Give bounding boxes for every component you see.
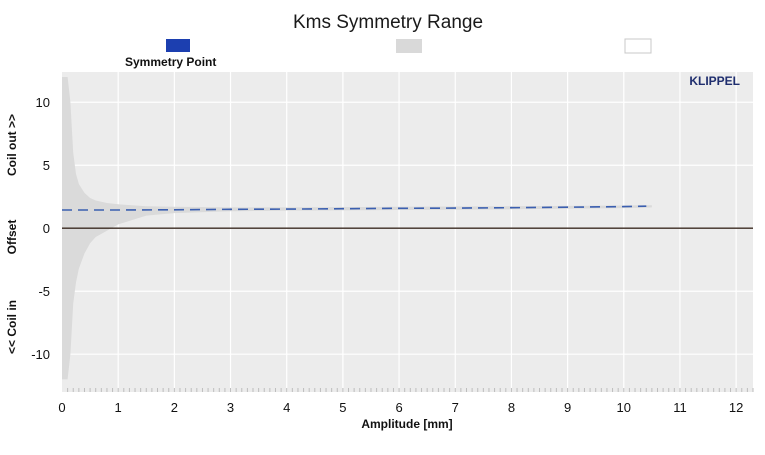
y-tick-label: 10 [36,95,50,110]
y-axis-label-offset: Offset [5,220,19,255]
x-tick-label: 6 [395,400,402,415]
x-tick-label: 2 [171,400,178,415]
x-tick-label: 3 [227,400,234,415]
y-axis-label-coil-out: Coil out >> [5,114,19,176]
x-tick-label: 5 [339,400,346,415]
legend-swatch-symmetry-point [166,39,190,52]
x-tick-label: 9 [564,400,571,415]
x-tick-label: 11 [673,400,687,415]
x-tick-label: 1 [115,400,122,415]
x-tick-label: 8 [508,400,515,415]
minor-tick-marks [67,388,754,392]
legend-swatch-empty [624,38,652,54]
legend-swatch-range [396,39,422,53]
x-tick-label: 10 [617,400,631,415]
x-tick-label: 12 [729,400,743,415]
x-tick-label: 7 [452,400,459,415]
x-axis-label: Amplitude [mm] [361,417,452,431]
y-tick-label: -5 [38,284,50,299]
x-tick-labels: 0 1 2 3 4 5 6 7 8 9 10 11 12 [58,400,743,415]
plot-area [62,72,753,392]
y-axis-label-coil-in: << Coil in [5,300,19,354]
brand-logo-text: KLIPPEL [689,74,740,88]
legend-label-symmetry-point: Symmetry Point [125,55,216,69]
chart-title: Kms Symmetry Range [293,12,483,33]
y-tick-label: 0 [43,221,50,236]
grid-lines [62,72,753,392]
y-tick-label: -10 [31,347,50,362]
y-tick-labels: -10 -5 0 5 10 [31,95,50,362]
y-tick-label: 5 [43,158,50,173]
x-tick-label: 0 [58,400,65,415]
x-tick-label: 4 [283,400,290,415]
symmetry-point-line [62,205,647,211]
